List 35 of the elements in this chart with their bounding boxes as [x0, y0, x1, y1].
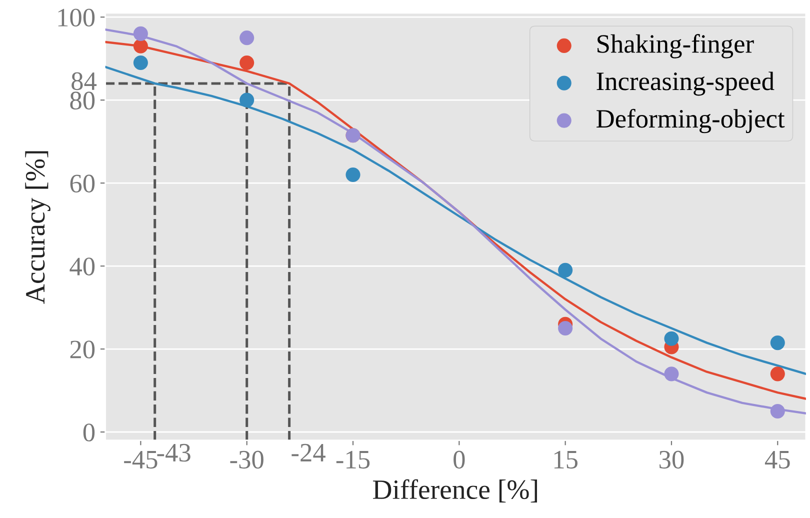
ref-line-label: -43	[157, 444, 190, 462]
point	[346, 167, 360, 182]
point	[770, 366, 785, 382]
point	[558, 262, 573, 278]
x-tick-label: 45	[764, 450, 790, 469]
y-tick-label: 100	[58, 8, 95, 27]
y-axis-title: Accuracy [%]	[25, 151, 50, 304]
point	[133, 55, 148, 70]
legend-label: Deforming-object	[596, 108, 785, 134]
point	[664, 331, 679, 346]
legend-label: Shaking-finger	[598, 34, 754, 58]
y-tick-label: 40	[70, 258, 95, 276]
legend-label: Increasing-speed	[596, 72, 774, 96]
x-tick-label: -30	[230, 450, 264, 469]
y-tick-label: 0	[83, 424, 95, 442]
ref-line-label: -24	[292, 444, 326, 462]
point	[133, 26, 148, 41]
x-tick-label: 15	[554, 450, 578, 469]
point	[240, 55, 254, 70]
ref-line-label: 84	[72, 72, 97, 90]
point	[770, 404, 785, 419]
point	[664, 366, 679, 382]
point	[770, 336, 785, 350]
x-tick-label: -15	[336, 450, 370, 469]
y-tick-label: 80	[70, 92, 95, 110]
point	[558, 320, 573, 336]
x-axis-title: Difference [%]	[373, 479, 537, 502]
point	[133, 38, 148, 54]
point	[240, 92, 254, 108]
x-tick-label: 0	[454, 450, 465, 469]
x-tick-label: -45	[124, 450, 158, 469]
x-tick-label: 30	[660, 450, 684, 469]
y-tick-label: 20	[70, 340, 95, 358]
point	[240, 30, 254, 46]
y-tick-label: 60	[70, 174, 95, 192]
